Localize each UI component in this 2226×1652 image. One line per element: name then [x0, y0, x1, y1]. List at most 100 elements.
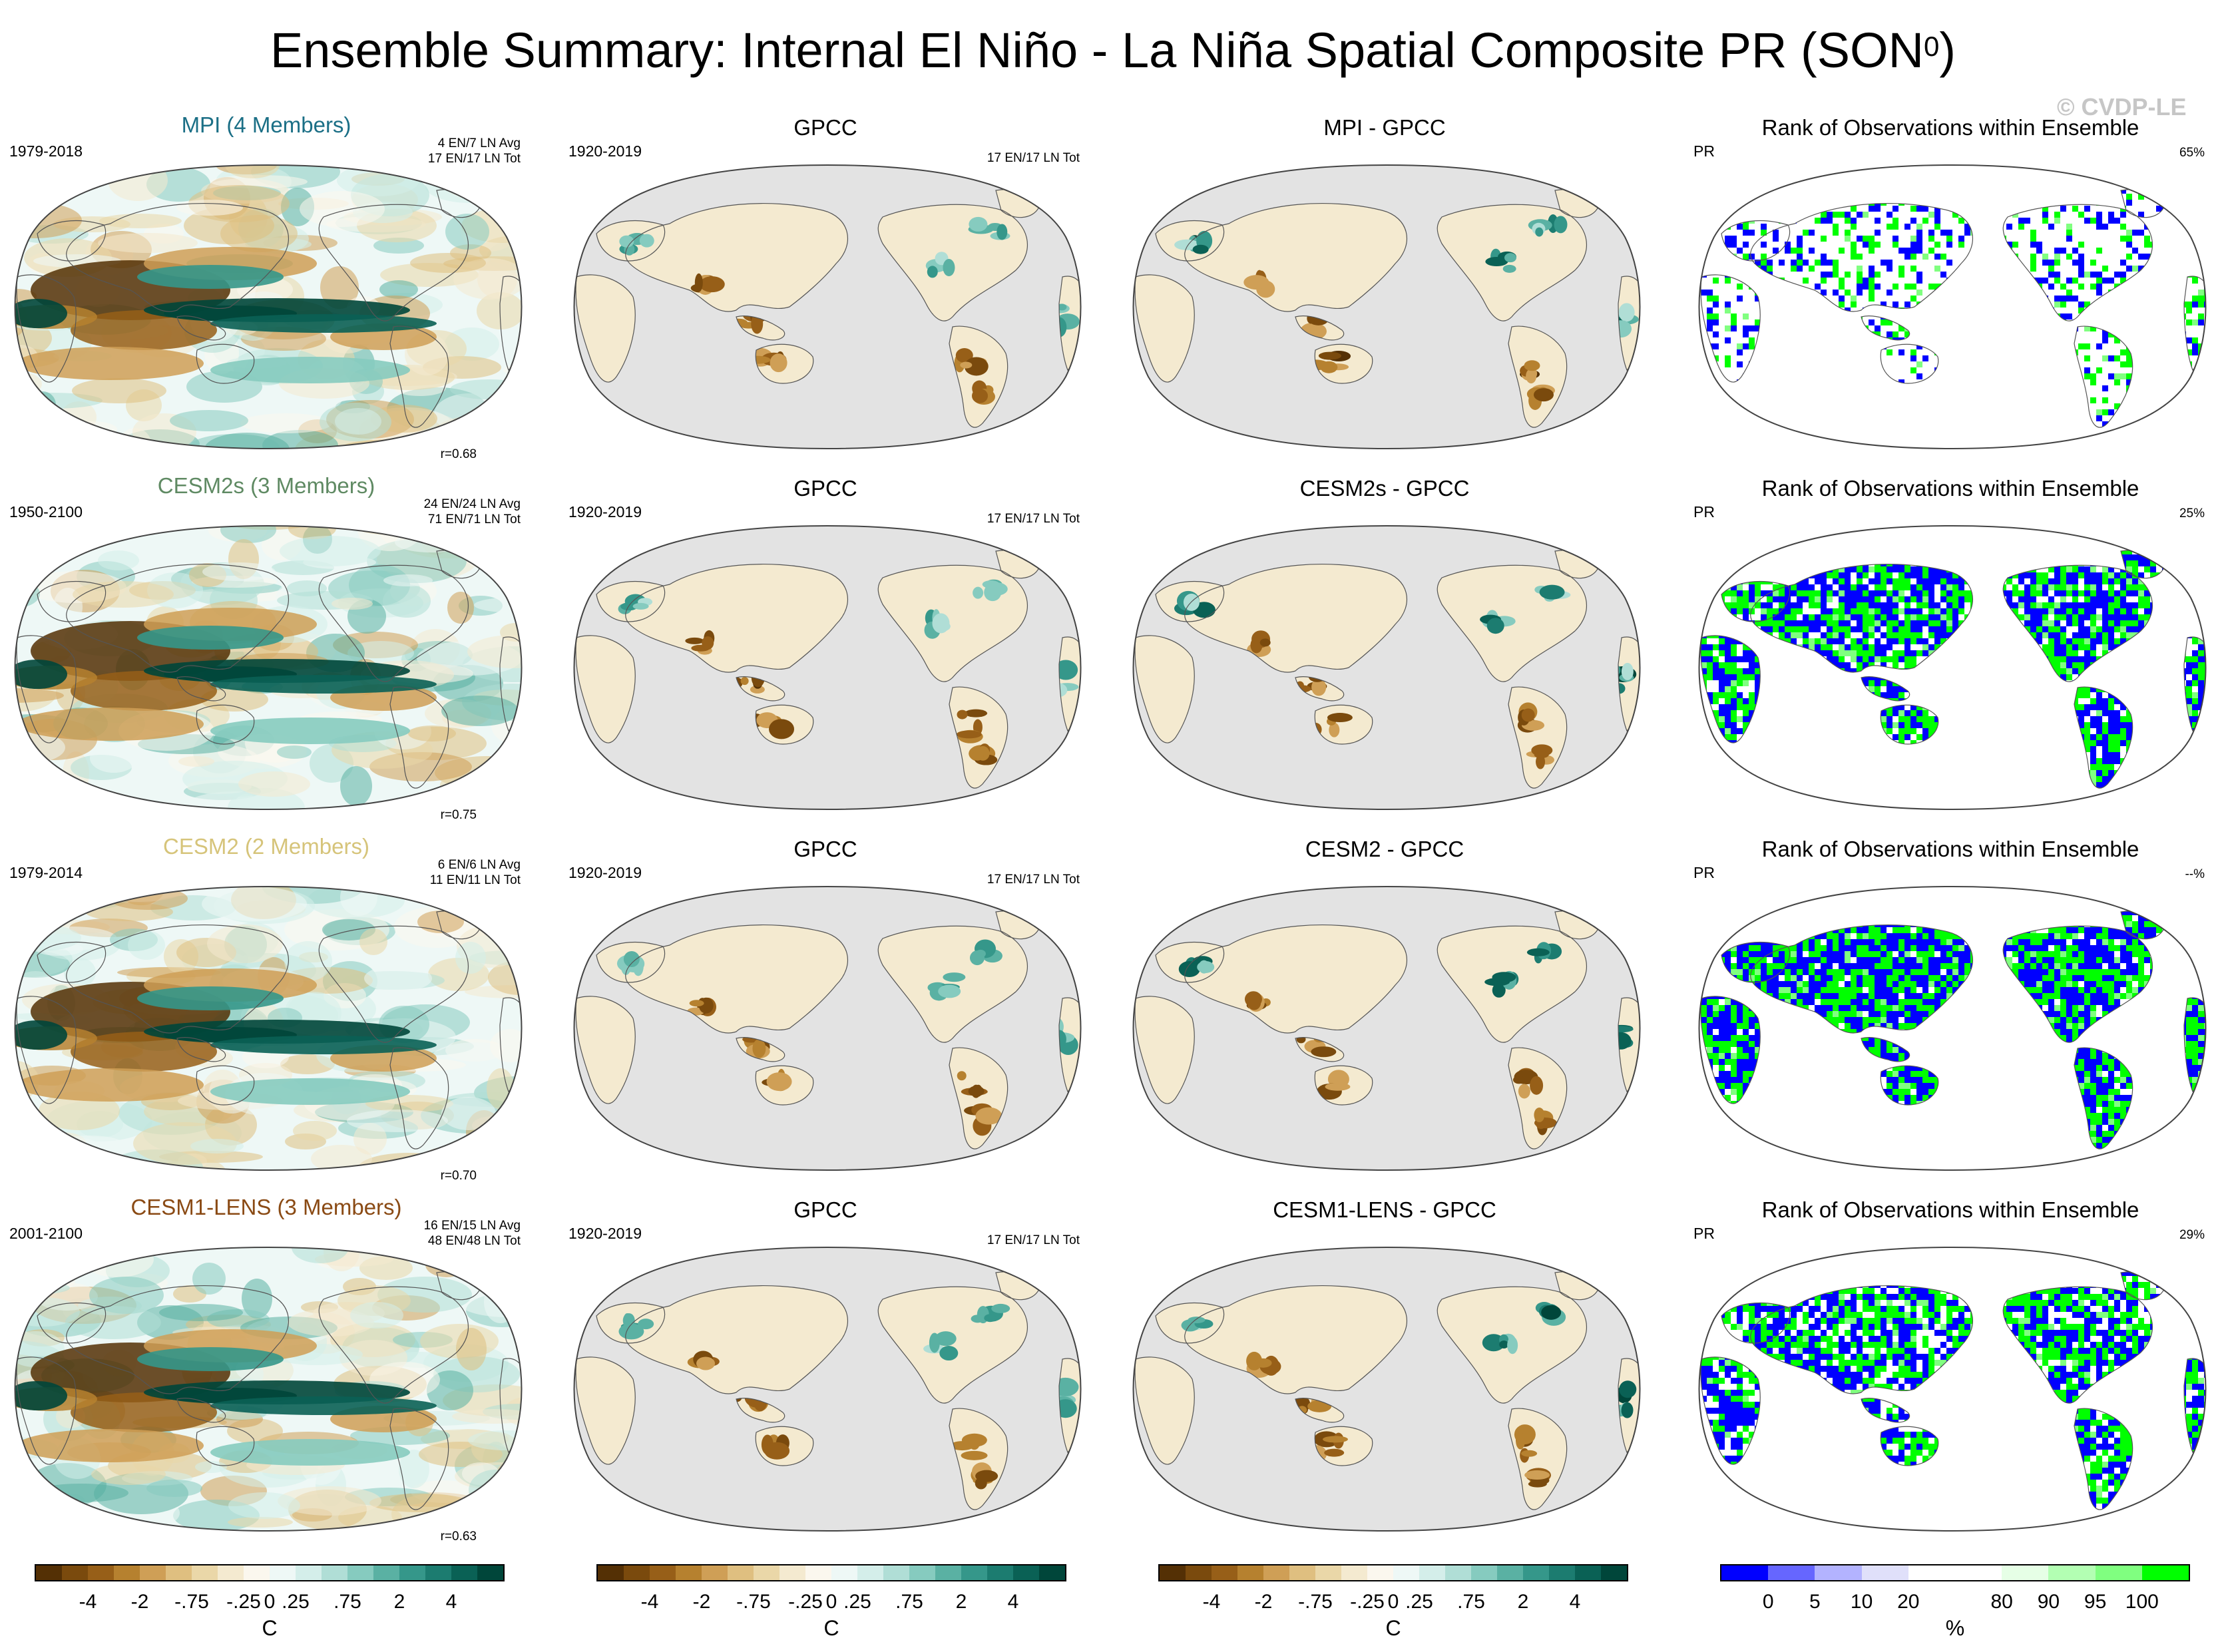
colorbar-swatch	[805, 1565, 831, 1580]
map-model	[11, 885, 526, 1171]
map-obs	[570, 1246, 1085, 1532]
map-rank	[1695, 885, 2210, 1171]
panel-title: CESM2s - GPCC	[1299, 476, 1470, 501]
period-label: 1950-2100	[9, 503, 83, 520]
colorbar-unit-label: C	[262, 1616, 278, 1640]
colorbar-swatch	[676, 1565, 702, 1580]
colorbar-swatch	[451, 1565, 477, 1580]
panel-model-row-2: CESM2s (3 Members) 1950-2100 24 EN/24 LN A…	[0, 467, 533, 822]
colorbar-swatch	[322, 1565, 347, 1580]
panel-diff-row-4: CESM1-LENS - GPCC	[1118, 1189, 1651, 1535]
colorbar-swatch	[1315, 1565, 1341, 1580]
map-rank	[1695, 164, 2210, 450]
map-diff	[1129, 524, 1644, 811]
colorbar-swatch	[857, 1565, 883, 1580]
panel-title: CESM1-LENS (3 Members)	[130, 1195, 402, 1219]
colorbar-tick-label: 5	[1809, 1591, 1821, 1613]
map-model	[11, 164, 526, 450]
panel-diff-row-1: MPI - GPCC	[1118, 106, 1651, 453]
colorbar-swatch	[935, 1565, 961, 1580]
colorbar-unit-label: C	[1385, 1616, 1401, 1640]
colorbar-tick-label: -4	[640, 1591, 659, 1613]
period-label: 1979-2018	[9, 142, 83, 160]
event-count-tot: 17 EN/17 LN Tot	[987, 151, 1080, 165]
map-diff	[1129, 885, 1644, 1171]
event-count-avg: 6 EN/6 LN Avg	[437, 858, 521, 872]
colorbar-swatch	[1471, 1565, 1497, 1580]
colorbar-swatch	[2048, 1565, 2096, 1580]
colorbar-swatch	[779, 1565, 805, 1580]
event-count-tot: 17 EN/17 LN Tot	[987, 1233, 1080, 1247]
panel-title: Rank of Observations within Ensemble	[1761, 115, 2139, 140]
colorbar-swatch	[1445, 1565, 1471, 1580]
colorbar-swatch	[166, 1565, 192, 1580]
colorbar-swatch	[702, 1565, 728, 1580]
colorbar-tick-label: -.25	[226, 1591, 261, 1613]
colorbar-swatch	[477, 1565, 503, 1580]
event-count-avg: 4 EN/7 LN Avg	[437, 136, 521, 150]
rank-percent-label: 29%	[2179, 1228, 2205, 1242]
panel-title: CESM2 - GPCC	[1305, 837, 1464, 861]
panel-rank-row-1: Rank of Observations within Ensemble PR 65…	[1684, 106, 2217, 453]
colorbar-swatch	[754, 1565, 779, 1580]
colorbar-swatch	[650, 1565, 676, 1580]
event-count-tot: 17 EN/17 LN Tot	[427, 152, 521, 166]
copyright-label: © CVDP-LE	[2057, 93, 2187, 120]
colorbar-tick-label: 0	[1387, 1591, 1399, 1613]
map-obs	[570, 164, 1085, 450]
colorbar-swatch	[961, 1565, 987, 1580]
variable-label: PR	[1693, 1225, 1715, 1242]
colorbar-tick-label: -2	[692, 1591, 711, 1613]
colorbar-swatch	[1212, 1565, 1237, 1580]
panel-rank-row-3: Rank of Observations within Ensemble PR --…	[1684, 828, 2217, 1174]
colorbar-swatch	[36, 1565, 62, 1580]
panel-obs-row-3: GPCC 1920-2019 17 EN/17 LN Tot	[559, 828, 1092, 1174]
colorbar-swatch	[1861, 1565, 1908, 1580]
colorbar-swatch	[2095, 1565, 2142, 1580]
colorbar-tick-label: 0	[825, 1591, 837, 1613]
panel-title: CESM1-LENS - GPCC	[1273, 1197, 1496, 1222]
colorbar-tick-label: 2	[393, 1591, 405, 1613]
panel-model-row-1: MPI (4 Members) 1979-2018 4 EN/7 LN Avg 17 …	[0, 106, 533, 461]
event-count-avg: 16 EN/15 LN Avg	[423, 1219, 521, 1233]
colorbar-swatch	[1721, 1565, 1769, 1580]
colorbar-unit-label: C	[823, 1616, 839, 1640]
colorbar-swatches	[35, 1564, 505, 1581]
colorbar-swatch	[218, 1565, 244, 1580]
pattern-correlation-label: r=0.68	[440, 447, 477, 461]
colorbar-tick-label: -2	[130, 1591, 149, 1613]
period-label: 1920-2019	[568, 1225, 642, 1242]
panel-model-row-3: CESM2 (2 Members) 1979-2014 6 EN/6 LN Avg 1…	[0, 828, 533, 1183]
colorbar-tick-label: .25	[282, 1591, 310, 1613]
colorbar-swatch	[909, 1565, 935, 1580]
panel-obs-row-1: GPCC 1920-2019 17 EN/17 LN Tot	[559, 106, 1092, 453]
panel-diff-row-3: CESM2 - GPCC	[1118, 828, 1651, 1174]
colorbar-swatch	[1039, 1565, 1065, 1580]
panel-title: Rank of Observations within Ensemble	[1761, 1197, 2139, 1222]
colorbar-swatch	[831, 1565, 857, 1580]
panel-title: MPI - GPCC	[1323, 115, 1446, 140]
colorbar-tick-label: -4	[79, 1591, 97, 1613]
colorbar-swatch	[140, 1565, 166, 1580]
panel-title: GPCC	[793, 476, 857, 501]
colorbar-tick-label: 4	[1569, 1591, 1581, 1613]
map-obs	[570, 885, 1085, 1171]
colorbar-tick-label: 95	[2084, 1591, 2107, 1613]
panel-obs-row-4: GPCC 1920-2019 17 EN/17 LN Tot	[559, 1189, 1092, 1535]
colorbar-swatch	[1237, 1565, 1263, 1580]
colorbar-swatch	[1954, 1565, 2002, 1580]
colorbar-tick-label: .75	[334, 1591, 361, 1613]
colorbar-swatch	[728, 1565, 754, 1580]
panel-title: Rank of Observations within Ensemble	[1761, 476, 2139, 501]
colorbar-swatch	[1768, 1565, 1815, 1580]
event-count-tot: 71 EN/71 LN Tot	[427, 513, 521, 526]
colorbar-swatch	[1601, 1565, 1627, 1580]
panel-rank-row-4: Rank of Observations within Ensemble PR 29…	[1684, 1189, 2217, 1535]
event-counts: 4 EN/7 LN Avg 17 EN/17 LN Tot	[428, 136, 521, 166]
panel-rank-row-2: Rank of Observations within Ensemble PR 25…	[1684, 467, 2217, 813]
period-label: 1920-2019	[568, 864, 642, 881]
colorbar-swatch	[1575, 1565, 1601, 1580]
panel-diff-row-2: CESM2s - GPCC	[1118, 467, 1651, 813]
colorbar-swatch	[883, 1565, 909, 1580]
colorbar-swatch	[270, 1565, 296, 1580]
